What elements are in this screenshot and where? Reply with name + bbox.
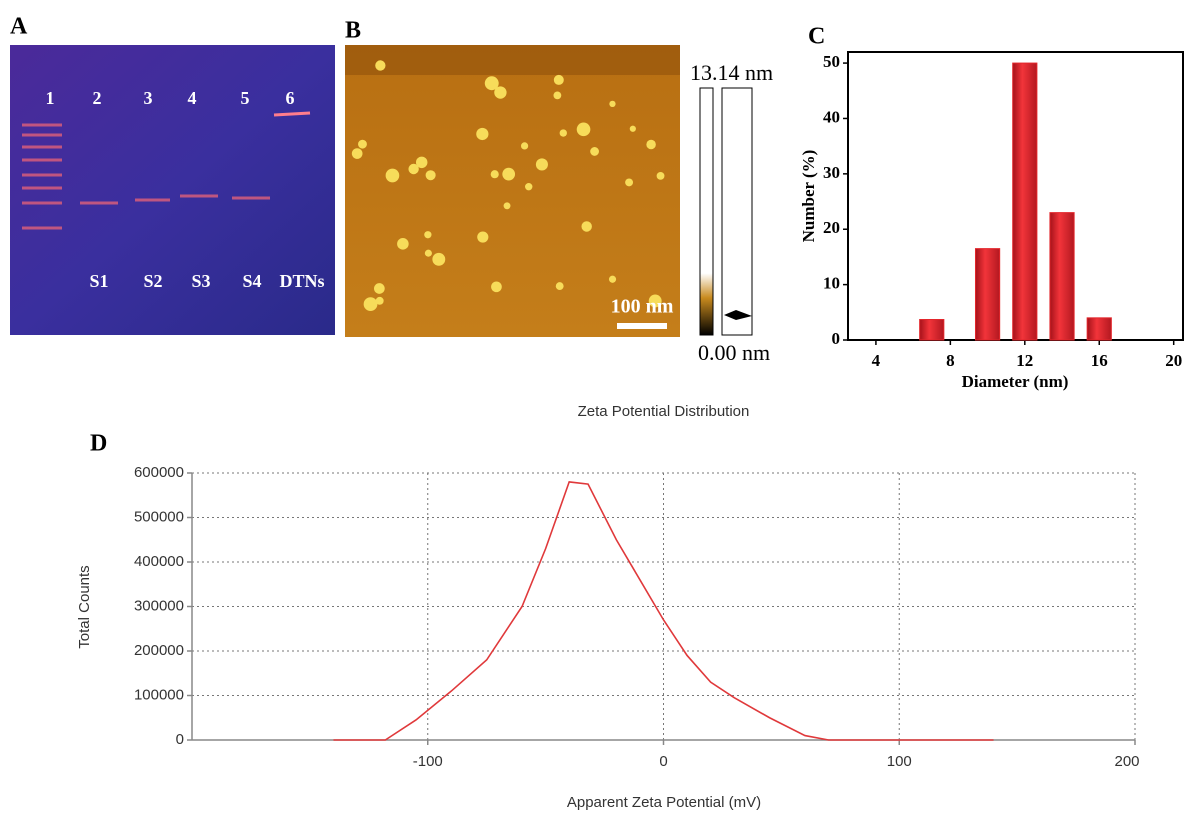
bar: [1012, 62, 1038, 341]
bar: [974, 248, 1001, 341]
particle: [375, 296, 384, 305]
particle: [559, 129, 567, 137]
particle: [415, 156, 428, 169]
x-tick-label: 16: [1091, 351, 1108, 370]
particle: [576, 122, 591, 137]
y-tick-label: 0: [832, 329, 841, 348]
sample-label: S3: [191, 271, 210, 291]
color-scale-min: 0.00 nm: [698, 340, 770, 365]
particle: [590, 147, 599, 156]
x-tick-label: 200: [1114, 753, 1139, 770]
particle: [608, 275, 617, 283]
lane-label: 1: [46, 88, 55, 108]
particle: [491, 281, 502, 293]
particle: [385, 168, 400, 183]
y-tick-label: 50: [823, 52, 840, 71]
particle: [477, 231, 489, 243]
particle: [629, 125, 636, 132]
x-tick-label: 4: [872, 351, 881, 370]
y-tick-label: 30: [823, 163, 840, 182]
y-tick-label: 40: [823, 107, 840, 126]
x-tick-label: 20: [1165, 351, 1182, 370]
particle: [476, 127, 489, 141]
particle: [581, 221, 592, 232]
color-scale-max: 13.14 nm: [690, 60, 773, 85]
particle: [609, 100, 616, 108]
lane-label: 6: [286, 88, 295, 108]
particle: [525, 182, 533, 191]
lane-label: 3: [144, 88, 153, 108]
particle: [363, 297, 378, 312]
panel-label: A: [10, 14, 28, 40]
lane-label: 5: [241, 88, 250, 108]
lane-label: 2: [93, 88, 102, 108]
particle: [494, 86, 507, 99]
scale-bar-label: 100 nm: [611, 296, 674, 318]
x-tick-label: 12: [1016, 351, 1033, 370]
chart: Diameter (nm) Number (%) 0 10 20 30 40 50 4 8 12 16…: [799, 51, 1184, 391]
x-tick-label: 8: [946, 351, 955, 370]
bar: [919, 319, 945, 341]
sample-label: S4: [242, 271, 261, 291]
y-axis-label: Number (%): [799, 150, 818, 243]
y-tick-label: 100000: [134, 686, 184, 703]
particle: [375, 60, 386, 71]
x-tick-label: -100: [413, 753, 443, 770]
panel-label: B: [345, 18, 361, 44]
particle: [408, 163, 419, 175]
x-axis-label: Apparent Zeta Potential (mV): [567, 794, 761, 811]
x-tick-label: 100: [887, 753, 912, 770]
particle: [432, 252, 446, 266]
gel-image: [10, 45, 335, 335]
panel-label: C: [808, 24, 825, 50]
particle: [553, 74, 564, 85]
y-tick-label: 20: [823, 218, 840, 237]
particle: [648, 294, 662, 308]
y-tick-label: 10: [823, 274, 840, 293]
sample-label: S1: [89, 271, 108, 291]
particle: [656, 171, 665, 180]
y-tick-label: 200000: [134, 642, 184, 659]
particle: [425, 170, 436, 181]
sample-label: S2: [143, 271, 162, 291]
afm-image: [345, 45, 753, 337]
particle: [555, 282, 564, 291]
x-tick-label: 0: [659, 753, 667, 770]
particle: [520, 142, 529, 150]
particle: [646, 139, 656, 150]
y-tick-label: 500000: [134, 508, 184, 525]
y-tick-label: 300000: [134, 597, 184, 614]
y-axis-label: Total Counts: [76, 565, 93, 648]
particle: [358, 139, 367, 149]
lane-label: 4: [188, 88, 197, 108]
particle: [424, 231, 432, 239]
particle: [484, 76, 499, 91]
particle: [502, 167, 516, 181]
y-tick-label: 0: [176, 731, 184, 748]
particle: [351, 148, 363, 159]
y-tick-label: 600000: [134, 464, 184, 481]
chart-title: Zeta Potential Distribution: [578, 403, 750, 420]
particle: [625, 178, 634, 187]
particle: [535, 158, 548, 171]
bar: [1049, 212, 1075, 341]
particle: [397, 238, 409, 250]
x-axis-label: Diameter (nm): [962, 372, 1069, 391]
particle: [553, 91, 562, 100]
sample-label: DTNs: [279, 271, 324, 291]
y-tick-label: 400000: [134, 553, 184, 570]
chart: Zeta Potential Distribution Apparent Zeta…: [76, 403, 1140, 811]
particle: [424, 249, 432, 257]
particle: [503, 202, 511, 210]
particle: [490, 170, 499, 179]
bar: [1086, 317, 1112, 341]
panel-label: D: [90, 431, 107, 457]
particle: [373, 283, 385, 294]
data-line: [333, 481, 994, 741]
